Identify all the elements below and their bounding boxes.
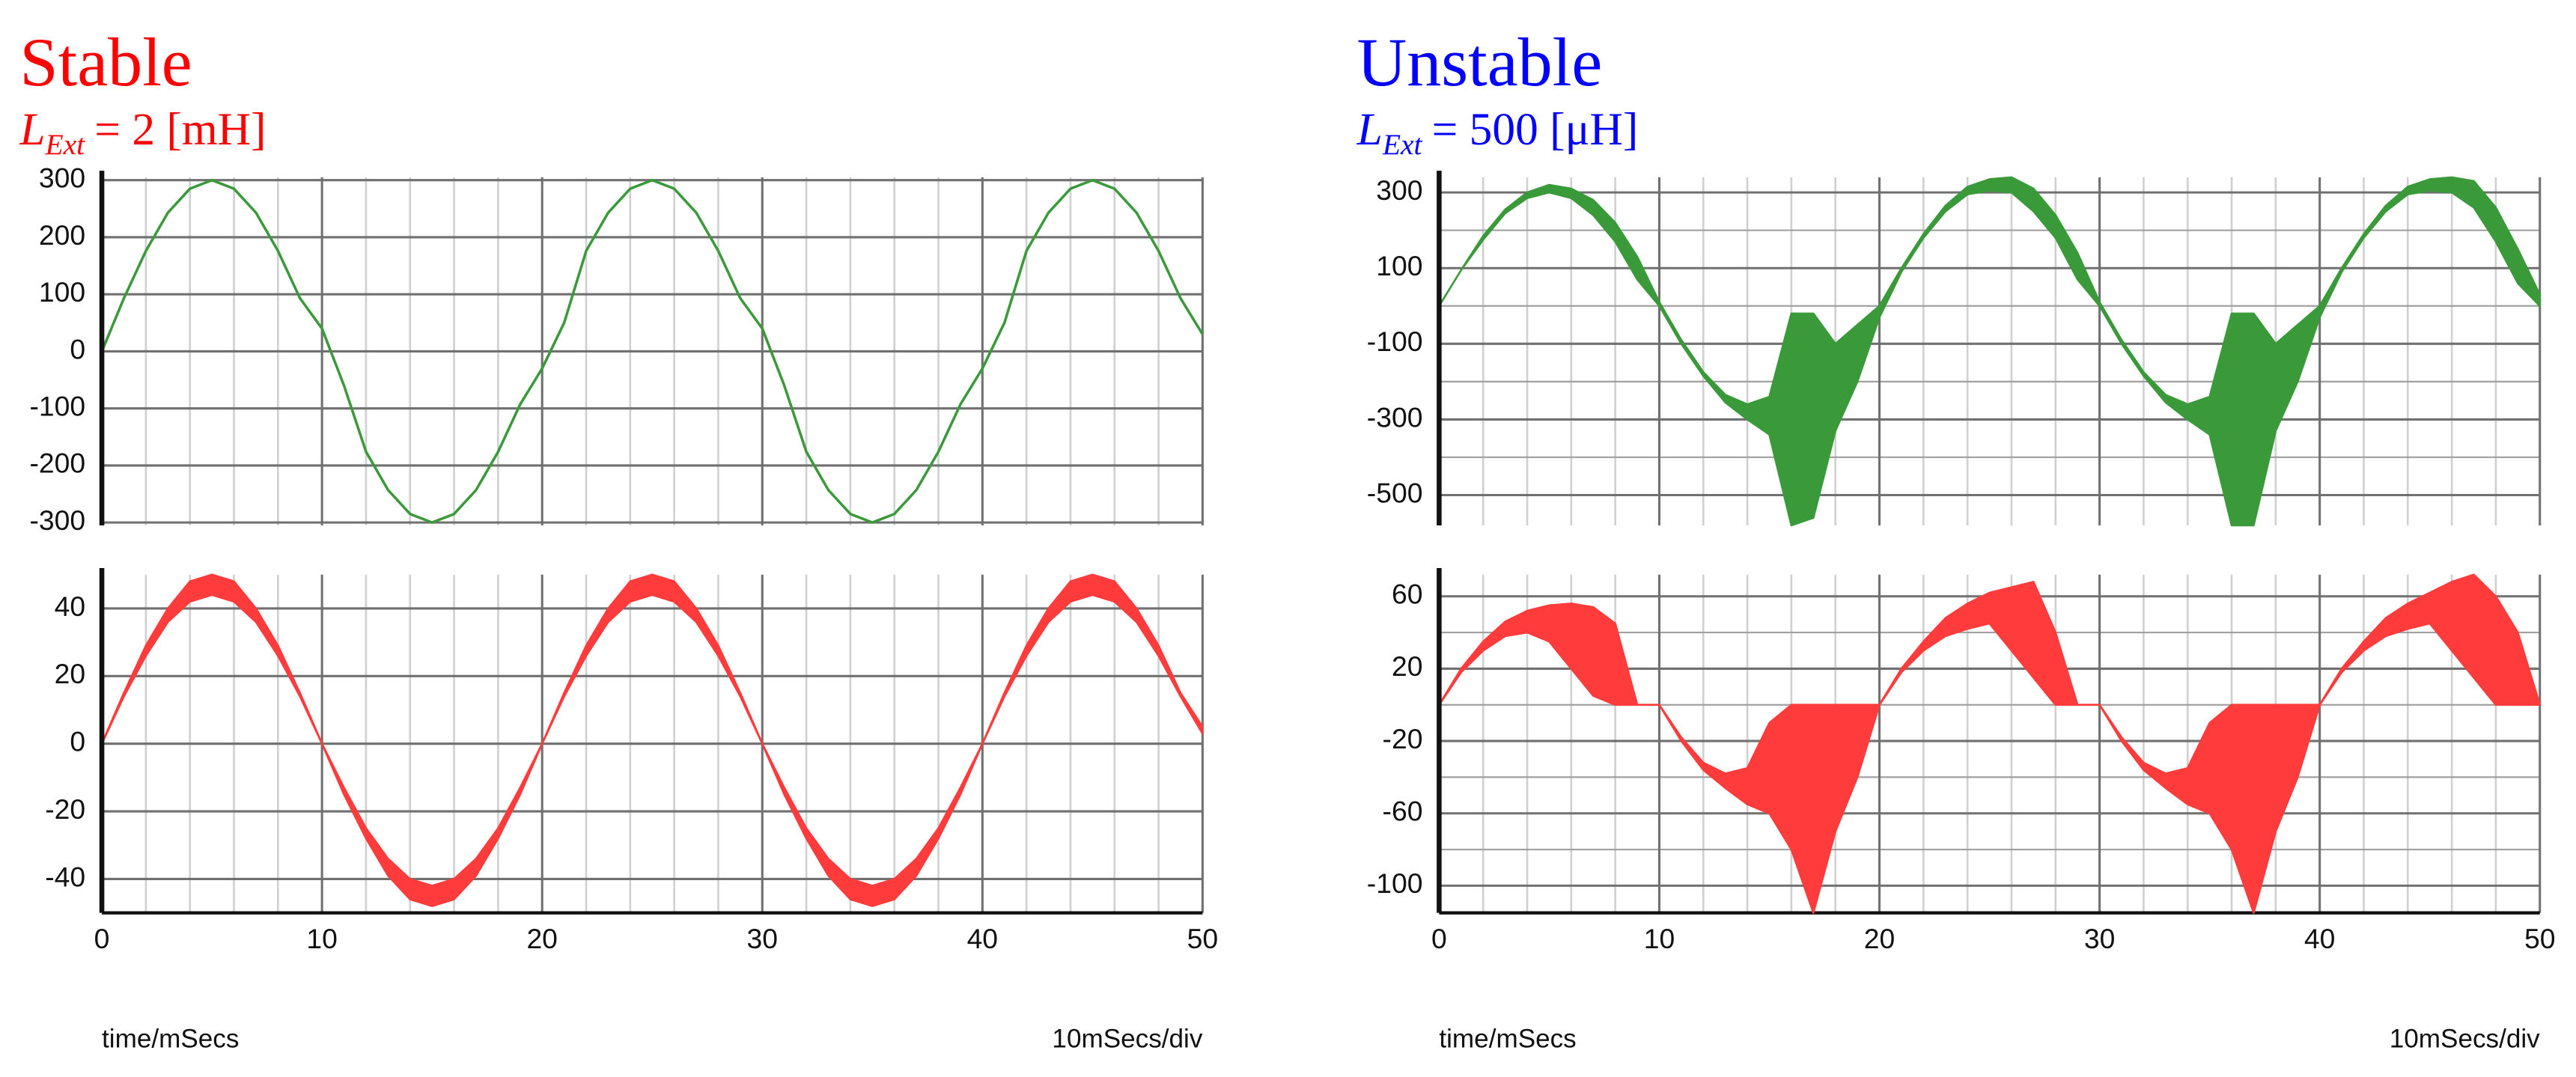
signal-line xyxy=(100,178,1204,524)
x-tick-label: 0 xyxy=(94,923,110,954)
x-tick-label: 50 xyxy=(1187,923,1218,954)
panel-title: Stable xyxy=(19,24,192,100)
parameter: = 2 [mH] xyxy=(94,104,266,155)
y-tick-label: -20 xyxy=(1383,723,1423,754)
x-axis-label: time/mSecs xyxy=(102,1025,239,1054)
x-tick-label: 10 xyxy=(306,923,337,954)
x-tick-label: 20 xyxy=(526,923,557,954)
signal-band xyxy=(1438,176,2542,527)
symbol: L xyxy=(1356,104,1383,155)
y-tick-label: -40 xyxy=(45,861,85,892)
subscript: Ext xyxy=(45,128,86,161)
x-tick-label: 40 xyxy=(2304,923,2335,954)
signal-band xyxy=(1438,573,2542,914)
y-tick-label: -60 xyxy=(1383,796,1423,827)
symbol: L xyxy=(19,104,45,155)
x-scale-note: 10mSecs/div xyxy=(2390,1025,2540,1054)
subscript: Ext xyxy=(1382,128,1423,161)
y-tick-label: 60 xyxy=(1392,579,1422,610)
x-axis-label: time/mSecs xyxy=(1439,1025,1576,1054)
x-tick-label: 10 xyxy=(1644,923,1675,954)
x-scale-note: 10mSecs/div xyxy=(1052,1025,1202,1054)
y-tick-label: 300 xyxy=(39,162,85,194)
x-tick-label: 0 xyxy=(1431,923,1447,954)
y-tick-label: -100 xyxy=(1367,867,1423,899)
x-tick-label: 50 xyxy=(2524,923,2555,954)
y-tick-label: -300 xyxy=(1367,401,1423,433)
y-tick-label: -300 xyxy=(29,504,85,536)
y-tick-label: -200 xyxy=(29,448,85,479)
signal-band xyxy=(100,573,1204,907)
panel-subtitle: LExt = 2 [mH] xyxy=(19,104,266,161)
panel-title: Unstable xyxy=(1357,24,1603,100)
y-tick-label: 20 xyxy=(55,658,85,689)
y-tick-label: -20 xyxy=(45,793,85,825)
y-tick-label: -100 xyxy=(29,391,85,422)
y-tick-label: -100 xyxy=(1367,326,1423,357)
y-tick-label: 300 xyxy=(1376,174,1422,206)
x-tick-label: 30 xyxy=(2084,923,2115,954)
y-tick-label: 200 xyxy=(39,219,85,251)
parameter: = 500 [μH] xyxy=(1432,104,1639,155)
y-tick-label: 40 xyxy=(55,591,85,622)
panel-subtitle: LExt = 500 [μH] xyxy=(1356,104,1639,161)
y-tick-label: 20 xyxy=(1392,650,1422,682)
x-tick-label: 20 xyxy=(1864,923,1895,954)
y-tick-label: -500 xyxy=(1367,477,1423,508)
y-tick-label: 0 xyxy=(70,333,85,364)
y-tick-label: 100 xyxy=(1376,250,1422,281)
y-tick-label: 0 xyxy=(70,726,85,757)
x-tick-label: 30 xyxy=(747,923,778,954)
x-tick-label: 40 xyxy=(967,923,998,954)
y-tick-label: 100 xyxy=(39,276,85,308)
